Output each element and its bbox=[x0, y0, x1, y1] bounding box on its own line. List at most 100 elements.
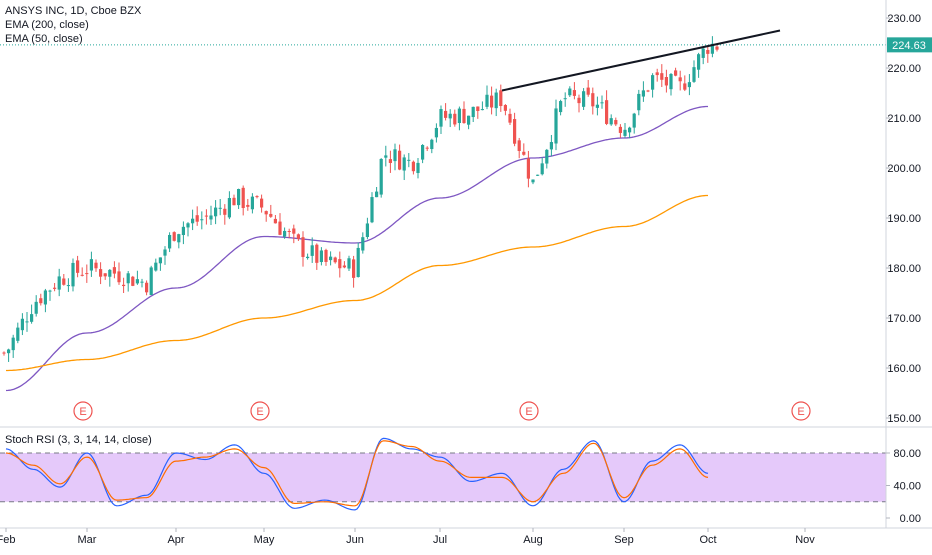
candle-body[interactable] bbox=[352, 259, 356, 278]
candle-body[interactable] bbox=[664, 76, 668, 86]
candle-body[interactable] bbox=[218, 207, 222, 209]
candle-body[interactable] bbox=[572, 90, 576, 96]
candle-body[interactable] bbox=[131, 276, 135, 286]
candle-body[interactable] bbox=[135, 279, 139, 284]
candle-body[interactable] bbox=[140, 281, 144, 283]
candle-body[interactable] bbox=[287, 230, 291, 232]
candle-body[interactable] bbox=[687, 82, 691, 88]
candle-body[interactable] bbox=[503, 105, 507, 111]
candle-body[interactable] bbox=[181, 226, 185, 236]
symbol-title[interactable]: ANSYS INC, 1D, Cboe BZX bbox=[5, 5, 142, 17]
candle-body[interactable] bbox=[338, 259, 342, 269]
candle-body[interactable] bbox=[407, 159, 411, 161]
candle-body[interactable] bbox=[347, 258, 351, 269]
ema50-legend[interactable]: EMA (50, close) bbox=[5, 33, 83, 45]
candle-body[interactable] bbox=[177, 234, 181, 243]
candle-body[interactable] bbox=[379, 158, 383, 195]
candle-body[interactable] bbox=[20, 318, 24, 331]
candle-body[interactable] bbox=[683, 83, 687, 90]
candle-body[interactable] bbox=[637, 93, 641, 111]
candle-body[interactable] bbox=[706, 49, 710, 54]
candle-body[interactable] bbox=[402, 157, 406, 171]
candle-body[interactable] bbox=[421, 145, 425, 160]
candle-body[interactable] bbox=[278, 221, 282, 235]
candle-body[interactable] bbox=[264, 211, 268, 215]
candle-body[interactable] bbox=[605, 100, 609, 124]
candle-body[interactable] bbox=[232, 197, 236, 206]
candle-body[interactable] bbox=[361, 237, 365, 251]
candle-body[interactable] bbox=[471, 106, 475, 118]
candle-body[interactable] bbox=[462, 108, 466, 124]
candle-body[interactable] bbox=[2, 352, 6, 354]
candle-body[interactable] bbox=[623, 129, 627, 136]
candle-body[interactable] bbox=[614, 120, 618, 125]
candle-body[interactable] bbox=[439, 109, 443, 127]
candle-body[interactable] bbox=[632, 113, 636, 128]
candle-body[interactable] bbox=[122, 284, 126, 287]
candle-body[interactable] bbox=[517, 140, 521, 152]
candle-body[interactable] bbox=[112, 267, 116, 274]
candle-body[interactable] bbox=[444, 110, 448, 118]
candle-body[interactable] bbox=[158, 257, 162, 264]
candle-body[interactable] bbox=[283, 230, 287, 237]
earnings-marker[interactable] bbox=[73, 401, 93, 421]
candle-body[interactable] bbox=[34, 301, 38, 314]
candle-body[interactable] bbox=[48, 290, 52, 292]
candle-body[interactable] bbox=[269, 213, 273, 217]
candle-body[interactable] bbox=[365, 223, 369, 238]
trendline-layer[interactable] bbox=[501, 29, 781, 92]
candle-body[interactable] bbox=[669, 74, 673, 90]
candle-body[interactable] bbox=[499, 90, 503, 107]
candle-body[interactable] bbox=[195, 215, 199, 222]
candle-body[interactable] bbox=[600, 102, 604, 104]
candle-body[interactable] bbox=[214, 207, 218, 217]
candle-body[interactable] bbox=[577, 97, 581, 104]
stoch-rsi-title[interactable]: Stoch RSI (3, 3, 14, 14, close) bbox=[5, 434, 152, 446]
candle-body[interactable] bbox=[628, 127, 632, 133]
candle-body[interactable] bbox=[57, 276, 61, 290]
price-axis-labels[interactable]: 150.00 160.00 170.00 180.00 190.00 200.00 210.… bbox=[886, 13, 921, 425]
candle-body[interactable] bbox=[715, 46, 719, 50]
candle-body[interactable] bbox=[568, 88, 572, 96]
candle-body[interactable] bbox=[94, 262, 98, 269]
candle-body[interactable] bbox=[315, 244, 319, 263]
candle-body[interactable] bbox=[149, 267, 153, 296]
candle-body[interactable] bbox=[467, 115, 471, 125]
candle-body[interactable] bbox=[591, 93, 595, 107]
earnings-marker[interactable] bbox=[519, 401, 539, 421]
candle-body[interactable] bbox=[554, 108, 558, 144]
candle-body[interactable] bbox=[513, 119, 517, 144]
candle-body[interactable] bbox=[453, 113, 457, 125]
candle-body[interactable] bbox=[186, 223, 190, 228]
candle-body[interactable] bbox=[246, 204, 250, 207]
candle-body[interactable] bbox=[273, 218, 277, 224]
candle-body[interactable] bbox=[260, 198, 264, 208]
candle-body[interactable] bbox=[172, 232, 176, 241]
candle-body[interactable] bbox=[342, 265, 346, 268]
candle-body[interactable] bbox=[536, 174, 540, 176]
candle-body[interactable] bbox=[117, 271, 121, 283]
candle-body[interactable] bbox=[223, 208, 227, 215]
candle-body[interactable] bbox=[292, 228, 296, 234]
candle-body[interactable] bbox=[126, 273, 130, 284]
candle-body[interactable] bbox=[108, 269, 112, 277]
candle-body[interactable] bbox=[559, 101, 563, 113]
candle-body[interactable] bbox=[11, 337, 15, 351]
candle-body[interactable] bbox=[301, 237, 305, 257]
candle-body[interactable] bbox=[476, 106, 480, 111]
trendline[interactable] bbox=[501, 29, 781, 92]
candle-body[interactable] bbox=[430, 139, 434, 150]
candle-body[interactable] bbox=[388, 159, 392, 163]
candle-body[interactable] bbox=[526, 158, 530, 179]
candle-body[interactable] bbox=[531, 179, 535, 183]
candle-body[interactable] bbox=[586, 87, 590, 95]
candle-body[interactable] bbox=[319, 250, 323, 263]
ema200-legend[interactable]: EMA (200, close) bbox=[5, 19, 89, 31]
candle-body[interactable] bbox=[710, 43, 714, 54]
candle-body[interactable] bbox=[563, 98, 567, 100]
candle-body[interactable] bbox=[209, 215, 213, 220]
candle-body[interactable] bbox=[678, 77, 682, 82]
candle-body[interactable] bbox=[697, 54, 701, 70]
time-axis-labels[interactable]: Feb Mar Apr May Jun Jul Aug Sep Oct Nov bbox=[0, 528, 815, 546]
